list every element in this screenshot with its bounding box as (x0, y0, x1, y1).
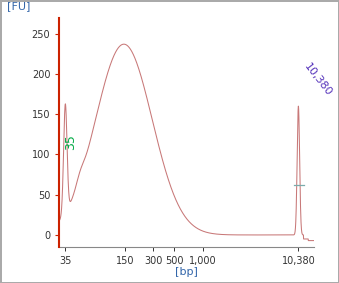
X-axis label: [bp]: [bp] (175, 267, 198, 277)
Y-axis label: [FU]: [FU] (7, 1, 30, 11)
Text: 35: 35 (64, 134, 77, 150)
Text: 10,380: 10,380 (302, 61, 334, 98)
